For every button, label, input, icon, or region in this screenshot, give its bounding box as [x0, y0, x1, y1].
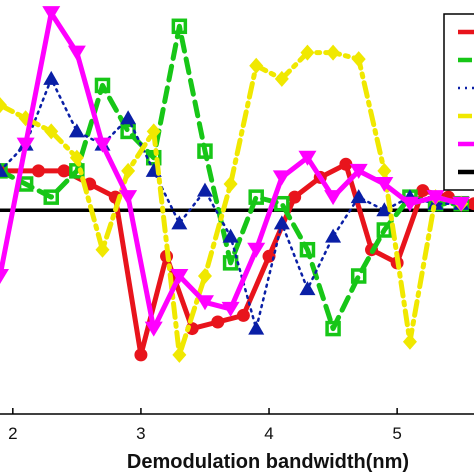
series-5: [0, 6, 471, 337]
data-point: [248, 189, 264, 205]
data-point: [172, 346, 187, 363]
x-tick-label: 3: [136, 424, 145, 443]
series-2-line: [0, 23, 464, 332]
data-point: [44, 123, 59, 140]
data-point: [339, 157, 353, 171]
data-point: [247, 242, 266, 258]
data-point: [376, 202, 393, 217]
data-point: [42, 6, 61, 22]
data-point: [93, 137, 112, 153]
data-point: [236, 308, 250, 322]
data-point: [299, 241, 316, 258]
data-point: [0, 162, 8, 177]
data-point: [326, 44, 341, 61]
data-point: [119, 190, 138, 206]
data-point: [299, 281, 316, 296]
data-point: [171, 18, 188, 35]
x-tick-label: 2: [8, 424, 17, 443]
data-point: [351, 51, 366, 68]
data-point: [146, 123, 161, 140]
data-point: [121, 162, 136, 179]
data-point: [43, 70, 60, 85]
series-3-line: [0, 77, 463, 330]
data-point: [144, 321, 163, 337]
data-point: [298, 150, 317, 166]
data-point: [272, 170, 291, 186]
x-tick-label: 5: [392, 424, 401, 443]
data-point: [31, 164, 45, 178]
data-point: [195, 295, 214, 311]
data-point: [249, 57, 264, 74]
data-point: [134, 348, 148, 362]
data-point: [223, 176, 238, 192]
data-point: [69, 149, 84, 166]
data-point: [0, 97, 7, 114]
data-point: [274, 70, 289, 87]
data-point: [402, 333, 417, 350]
data-point: [350, 268, 367, 284]
data-point: [377, 162, 392, 179]
plot-area: [0, 6, 474, 363]
data-point: [426, 190, 445, 206]
data-point: [325, 228, 342, 243]
data-point: [376, 222, 393, 238]
data-point: [68, 123, 85, 138]
data-point: [94, 77, 111, 94]
data-point: [324, 190, 343, 206]
x-axis: 2 3 4 5: [0, 408, 474, 443]
data-point: [248, 320, 265, 335]
data-point: [120, 110, 137, 125]
x-axis-label: Demodulation bandwidth(nm): [127, 451, 409, 473]
data-point: [375, 177, 394, 192]
data-point: [349, 163, 368, 179]
data-point: [43, 189, 59, 205]
data-point: [452, 196, 471, 212]
data-point: [0, 269, 9, 284]
data-point: [0, 163, 8, 179]
data-point: [350, 189, 367, 204]
data-point: [170, 269, 189, 284]
data-point: [222, 228, 239, 243]
data-point: [325, 320, 341, 337]
data-point: [400, 196, 419, 212]
data-point: [416, 184, 430, 198]
data-point: [221, 301, 240, 317]
data-point: [288, 190, 302, 204]
data-point: [197, 143, 213, 159]
data-point: [222, 255, 239, 271]
legend-box: [443, 13, 474, 191]
data-point: [171, 215, 188, 230]
data-point: [300, 44, 315, 61]
x-tick-label: 4: [264, 424, 273, 443]
data-point: [273, 215, 290, 230]
data-point: [57, 164, 71, 178]
data-point: [262, 249, 276, 263]
data-point: [16, 137, 35, 153]
data-point: [467, 197, 474, 211]
data-point: [274, 195, 290, 212]
series-4: [0, 44, 469, 363]
data-point: [67, 45, 86, 61]
data-point: [95, 241, 110, 258]
data-point: [211, 315, 225, 329]
legend: [443, 13, 474, 191]
data-point: [196, 182, 213, 197]
data-point: [197, 268, 212, 284]
